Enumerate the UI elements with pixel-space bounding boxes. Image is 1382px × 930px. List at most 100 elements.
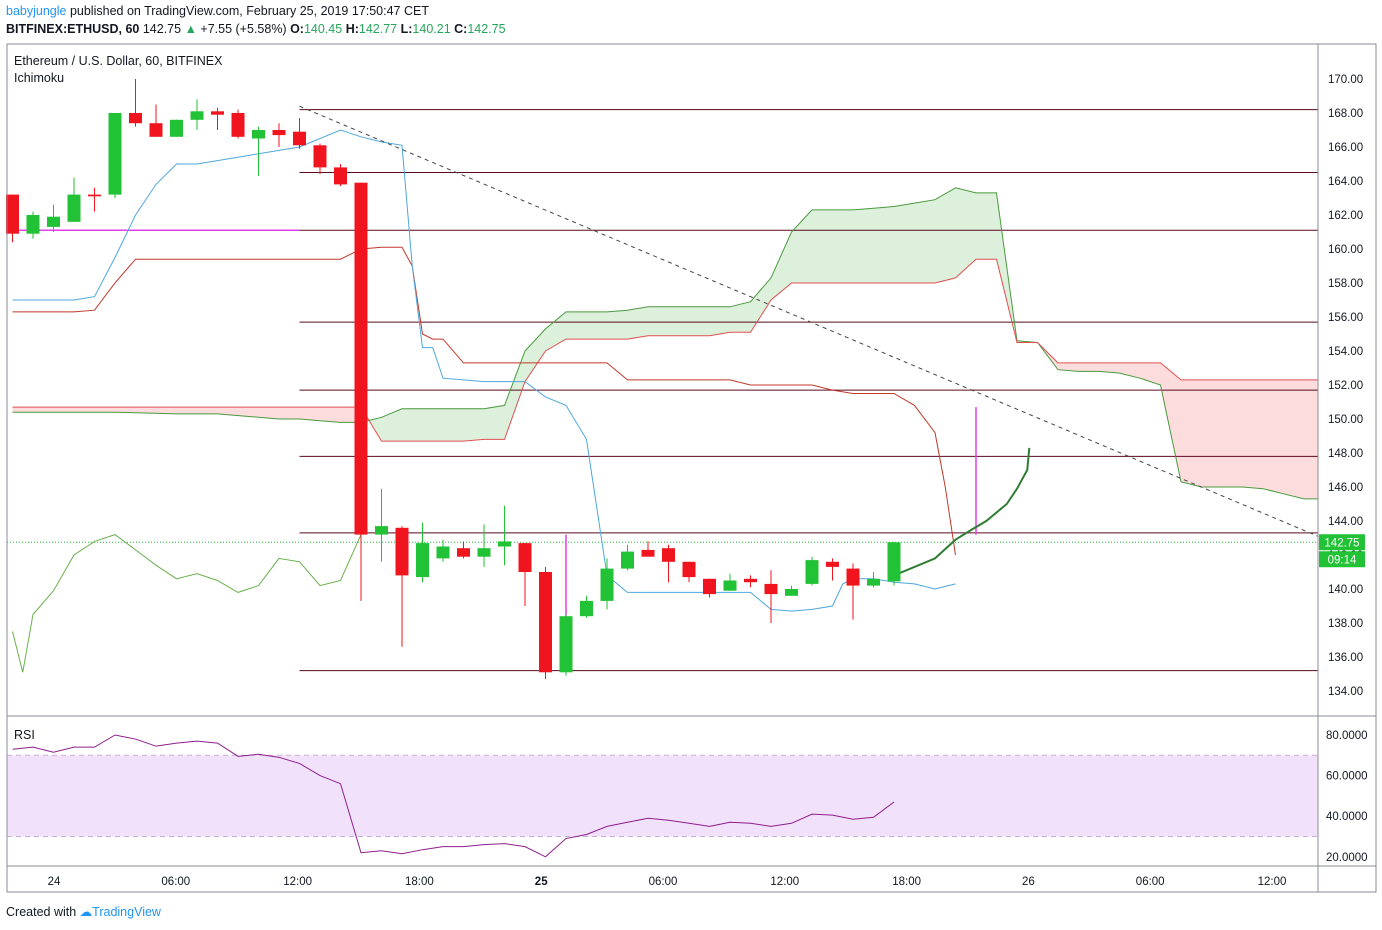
candle-body — [477, 548, 491, 557]
last-price-badge-label: 142.75 — [1324, 537, 1359, 549]
candle-body — [67, 194, 81, 222]
y-tick-label: 164.00 — [1328, 176, 1363, 188]
rsi-y-tick-label: 20.0000 — [1326, 852, 1368, 864]
ichimoku-cloud — [12, 187, 1318, 499]
candle-body — [395, 527, 409, 576]
x-tick-label: 12:00 — [283, 876, 312, 888]
x-tick-label: 26 — [1022, 876, 1035, 888]
y-tick-label: 134.00 — [1328, 686, 1363, 698]
candle-body — [88, 194, 101, 197]
y-tick-label: 152.00 — [1328, 380, 1363, 392]
axes: 170.00 168.00 166.00 164.00 162.00 160.00 158.… — [48, 74, 1368, 888]
cloud-segment — [689, 306, 710, 336]
y-tick-label: 156.00 — [1328, 312, 1363, 324]
cloud-segment — [463, 408, 484, 442]
last-price: 142.75 — [142, 22, 182, 36]
candle-body — [47, 216, 60, 227]
countdown-badge-label: 09:14 — [1328, 554, 1357, 566]
y-tick-label: 136.00 — [1328, 652, 1363, 664]
candle-body — [826, 561, 839, 567]
cloud-segment — [1058, 362, 1079, 372]
indicator-label: Ichimoku — [14, 71, 64, 85]
candle-body — [580, 600, 593, 617]
cloud-segment — [955, 187, 976, 278]
countdown-badge — [1319, 551, 1365, 568]
rsi-y-tick-label: 80.0000 — [1326, 730, 1368, 742]
candle-body — [539, 572, 552, 673]
cloud-segment — [853, 208, 874, 283]
cloud-segment — [566, 311, 587, 340]
cloud-segment — [504, 351, 525, 440]
x-tick-label: 12:00 — [1258, 876, 1287, 888]
candle-body — [108, 113, 122, 195]
candle-body — [785, 589, 798, 596]
candle-body — [846, 568, 860, 586]
candle-body — [600, 568, 614, 601]
candle-body — [375, 526, 388, 535]
last-price-badge — [1319, 534, 1365, 551]
x-tick-label: 24 — [48, 876, 61, 888]
close-value: 142.75 — [467, 22, 506, 36]
cloud-segment — [709, 306, 730, 336]
tenkan-line — [12, 129, 956, 612]
candle-body — [252, 130, 265, 139]
candle-body — [190, 111, 204, 120]
candle-body — [764, 583, 778, 595]
candle-body — [231, 113, 245, 137]
y-tick-label: 146.00 — [1328, 482, 1363, 494]
y-tick-label: 154.00 — [1328, 346, 1363, 358]
candle-body — [621, 551, 634, 569]
outer-border — [6, 43, 1377, 893]
trend-line — [299, 105, 1318, 537]
cloud-segment — [1304, 379, 1318, 499]
candle-body — [805, 560, 819, 584]
y-tick-label: 140.00 — [1328, 584, 1363, 596]
created-with-text: Created with — [6, 905, 77, 919]
cloud-segment — [525, 328, 546, 382]
chart-frame — [6, 43, 1377, 893]
cloud-segment — [648, 306, 669, 336]
close-label: C: — [454, 22, 468, 36]
candle-body — [272, 130, 286, 136]
publish-info: babyjungle published on TradingView.com,… — [6, 4, 429, 18]
rsi-band — [7, 755, 1318, 837]
y-tick-label: 160.00 — [1328, 244, 1363, 256]
candles — [6, 79, 901, 680]
cloud-segment — [176, 407, 218, 414]
tradingview-brand[interactable]: TradingView — [92, 905, 161, 919]
footer: Created with ☁TradingView — [6, 904, 161, 919]
cloud-segment — [1242, 379, 1263, 489]
candle-body — [26, 215, 40, 234]
rsi-y-tick-label: 60.0000 — [1326, 771, 1368, 783]
x-tick-label: 25 — [535, 876, 548, 888]
candle-body — [498, 541, 511, 547]
candle-body — [211, 111, 224, 115]
cloud-segment — [381, 408, 402, 442]
y-tick-label: 148.00 — [1328, 448, 1363, 460]
rsi-pane — [7, 734, 1318, 858]
candle-body — [129, 113, 142, 124]
author-name[interactable]: babyjungle — [6, 4, 67, 18]
span-b-line — [12, 258, 1318, 442]
cloud-segment — [935, 187, 956, 283]
tradingview-logo-icon[interactable]: ☁ — [79, 905, 93, 919]
candle-body — [641, 549, 655, 557]
cloud-segment — [402, 408, 423, 442]
chart-title: Ethereum / U.S. Dollar, 60, BITFINEX — [14, 54, 223, 68]
y-tick-label: 168.00 — [1328, 108, 1363, 120]
high-value: 142.77 — [358, 22, 398, 36]
cloud-segment — [1263, 379, 1284, 494]
candle-body — [723, 580, 737, 591]
projection-line — [893, 447, 1031, 577]
candle-body — [867, 578, 880, 586]
cloud-segment — [12, 407, 74, 413]
open-label: O: — [290, 22, 304, 36]
x-tick-label: 12:00 — [770, 876, 799, 888]
candle-body — [334, 167, 347, 185]
cloud-segment — [217, 407, 279, 419]
lagging-span-line — [12, 534, 362, 673]
change-arrow-icon: ▲ — [184, 22, 197, 36]
candle-body — [313, 145, 327, 168]
kijun-line — [12, 246, 956, 556]
